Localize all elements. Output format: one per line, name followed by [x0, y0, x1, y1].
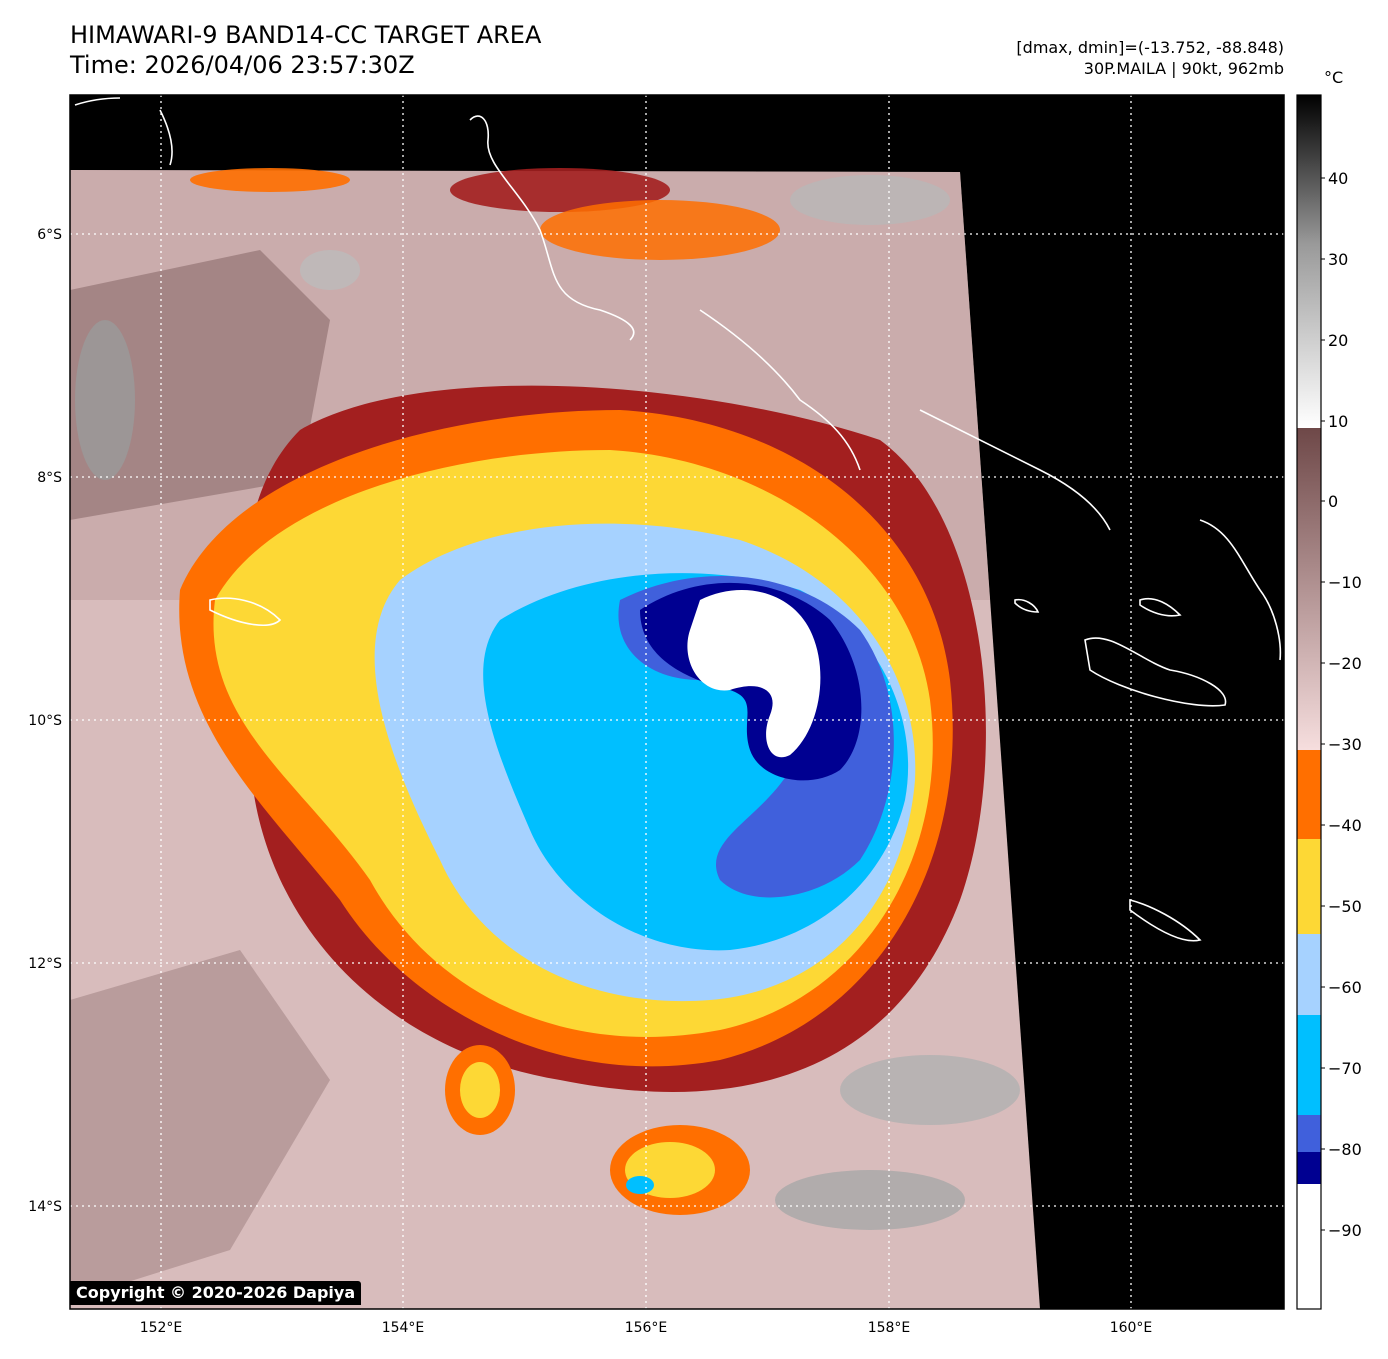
coldest-cloud-tops	[687, 590, 821, 758]
colorbar: 40 30 20 10 0 −10 −20 −30 −40 −50 −60 −70 −80 −90	[1296, 94, 1362, 1310]
lat-label: 12°S	[28, 956, 62, 972]
lon-label: 158°E	[868, 1320, 911, 1336]
colorbar-tick-label: −10	[1328, 573, 1362, 592]
title-line-2: Time: 2026/04/06 23:57:30Z	[70, 51, 415, 79]
lon-label: 152°E	[140, 1320, 183, 1336]
colorbar-band	[1297, 1152, 1321, 1184]
colorbar-tick-label: 30	[1328, 250, 1348, 269]
colorbar-band	[1297, 1015, 1321, 1115]
colorbar-tick-label: −30	[1328, 735, 1362, 754]
colorbar-tick-label: −90	[1328, 1221, 1362, 1240]
colorbar-tick-label: −80	[1328, 1140, 1362, 1159]
colorbar-unit: °C	[1324, 68, 1344, 87]
lat-label: 10°S	[28, 713, 62, 729]
colorbar-band	[1297, 750, 1321, 839]
lat-label: 14°S	[28, 1199, 62, 1215]
colorbar-band	[1297, 1115, 1321, 1152]
colorbar-band	[1297, 839, 1321, 934]
colorbar-tick-label: −70	[1328, 1059, 1362, 1078]
colorbar-tick-label: −60	[1328, 978, 1362, 997]
lon-label: 154°E	[382, 1320, 425, 1336]
colorbar-tick-label: 0	[1328, 492, 1338, 511]
coastlines	[74, 97, 1282, 942]
lat-label: 6°S	[37, 227, 62, 243]
storm-text: 30P.MAILA | 90kt, 962mb	[1083, 59, 1284, 78]
chart-title: HIMAWARI-9 BAND14-CC TARGET AREA Time: 2…	[70, 20, 541, 80]
range-text: [dmax, dmin]=(-13.752, -88.848)	[1016, 38, 1284, 57]
storm-info: [dmax, dmin]=(-13.752, -88.848) 30P.MAIL…	[1016, 37, 1284, 79]
colorbar-gray-segment	[1297, 95, 1321, 428]
colorbar-tick-label: 40	[1328, 169, 1348, 188]
title-line-1: HIMAWARI-9 BAND14-CC TARGET AREA	[70, 21, 542, 49]
colorbar-tick-label: 20	[1328, 331, 1348, 350]
colorbar-pink-segment	[1297, 428, 1321, 750]
colorbar-tick-label: −40	[1328, 816, 1362, 835]
lon-label: 156°E	[625, 1320, 668, 1336]
lon-label: 160°E	[1110, 1320, 1153, 1336]
colorbar-tick-label: 10	[1328, 412, 1348, 431]
colorbar-band	[1297, 1184, 1321, 1309]
copyright-label: Copyright © 2020-2026 Dapiya	[70, 1281, 362, 1305]
gridlines	[70, 95, 1284, 1309]
colorbar-tick-label: −50	[1328, 897, 1362, 916]
colorbar-tick-label: −20	[1328, 654, 1362, 673]
colorbar-band	[1297, 934, 1321, 1015]
lat-label: 8°S	[37, 470, 62, 486]
